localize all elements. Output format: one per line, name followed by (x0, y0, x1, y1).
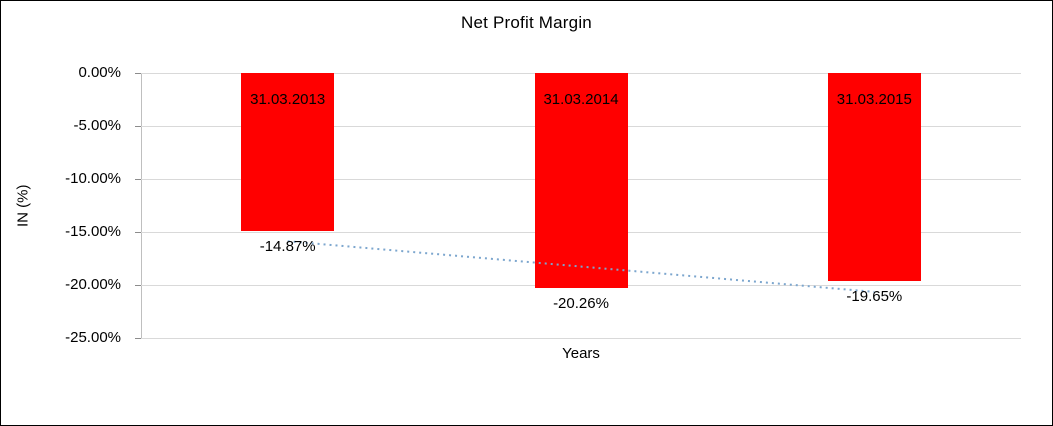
y-tick-label: -20.00% (65, 276, 121, 293)
y-axis-tick-labels: 0.00% -5.00% -10.00% -15.00% -20.00% -25.00% (1, 1, 129, 425)
y-tick-label: -25.00% (65, 329, 121, 346)
y-tick-mark (135, 338, 141, 339)
category-label: 31.03.2014 (543, 91, 619, 108)
y-tick-label: -5.00% (73, 117, 121, 134)
trendline (287, 240, 875, 293)
category-label: 31.03.2013 (250, 91, 326, 108)
y-tick-mark (135, 285, 141, 286)
bar-31.03.2014 (534, 73, 628, 288)
y-tick-label: 0.00% (78, 64, 121, 81)
category-label: 31.03.2015 (836, 91, 912, 108)
y-tick-label: -10.00% (65, 170, 121, 187)
y-tick-label: -15.00% (65, 223, 121, 240)
y-axis-line (141, 73, 142, 338)
gridline (141, 338, 1021, 339)
value-label: -14.87% (259, 237, 316, 255)
y-tick-mark (135, 126, 141, 127)
value-label: -20.26% (553, 294, 609, 312)
y-tick-mark (135, 232, 141, 233)
value-label: -19.65% (846, 288, 903, 306)
bar-31.03.2013 (241, 73, 335, 231)
bar-31.03.2015 (827, 73, 921, 282)
y-tick-mark (135, 179, 141, 180)
plot-area: 31.03.2013 -14.87% 31.03.2014 -20.26% 31.03.… (135, 73, 1021, 339)
y-tick-mark (135, 73, 141, 74)
x-axis-title: Years (562, 345, 600, 362)
chart-title: Net Profit Margin (461, 13, 592, 32)
